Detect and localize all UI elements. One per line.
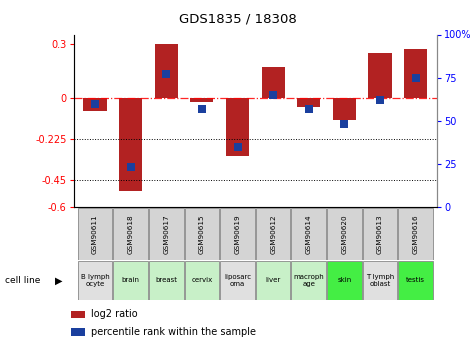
Text: ▶: ▶ <box>55 275 62 285</box>
Point <box>341 121 348 127</box>
Bar <box>119 98 142 191</box>
Point <box>162 71 170 77</box>
Bar <box>155 43 178 98</box>
Text: GSM90614: GSM90614 <box>306 214 312 254</box>
Text: GSM90611: GSM90611 <box>92 214 98 254</box>
Bar <box>363 208 397 260</box>
Bar <box>399 208 433 260</box>
Bar <box>78 261 112 300</box>
Point <box>376 97 384 103</box>
Bar <box>220 208 255 260</box>
Bar <box>185 208 219 260</box>
Bar <box>149 208 183 260</box>
Text: testis: testis <box>406 277 425 283</box>
Text: GSM90612: GSM90612 <box>270 214 276 254</box>
Text: GSM90613: GSM90613 <box>377 214 383 254</box>
Text: GDS1835 / 18308: GDS1835 / 18308 <box>179 12 296 25</box>
Point <box>127 165 134 170</box>
Bar <box>327 261 361 300</box>
Bar <box>369 53 391 98</box>
Bar <box>333 98 356 120</box>
Bar <box>363 261 397 300</box>
Text: GSM90615: GSM90615 <box>199 214 205 254</box>
Point <box>305 106 313 111</box>
Text: B lymph
ocyte: B lymph ocyte <box>81 274 109 287</box>
Point <box>234 144 241 149</box>
Bar <box>292 261 326 300</box>
Text: skin: skin <box>337 277 352 283</box>
Text: GSM90616: GSM90616 <box>413 214 418 254</box>
Bar <box>114 261 148 300</box>
Text: percentile rank within the sample: percentile rank within the sample <box>91 327 256 337</box>
Bar <box>78 208 112 260</box>
Bar <box>71 328 85 335</box>
Point <box>198 106 206 111</box>
Point <box>269 92 277 98</box>
Bar <box>327 208 361 260</box>
Bar <box>114 208 148 260</box>
Point <box>91 101 99 106</box>
Bar <box>185 261 219 300</box>
Bar <box>256 261 290 300</box>
Text: breast: breast <box>155 277 177 283</box>
Text: T lymph
oblast: T lymph oblast <box>366 274 394 287</box>
Bar <box>84 98 106 111</box>
Bar <box>71 310 85 318</box>
Bar <box>292 208 326 260</box>
Text: cell line: cell line <box>5 276 40 285</box>
Bar <box>404 49 427 98</box>
Bar <box>226 98 249 156</box>
Bar <box>149 261 183 300</box>
Text: liposarc
oma: liposarc oma <box>224 274 251 287</box>
Bar <box>262 67 285 98</box>
Text: GSM90619: GSM90619 <box>235 214 240 254</box>
Text: GSM90620: GSM90620 <box>342 214 347 254</box>
Bar <box>399 261 433 300</box>
Text: macroph
age: macroph age <box>294 274 324 287</box>
Bar <box>190 98 213 102</box>
Text: cervix: cervix <box>191 277 212 283</box>
Bar <box>220 261 255 300</box>
Text: liver: liver <box>266 277 281 283</box>
Text: GSM90618: GSM90618 <box>128 214 133 254</box>
Point <box>412 75 419 80</box>
Text: brain: brain <box>122 277 140 283</box>
Text: log2 ratio: log2 ratio <box>91 309 138 319</box>
Bar <box>256 208 290 260</box>
Text: GSM90617: GSM90617 <box>163 214 169 254</box>
Bar <box>297 98 320 107</box>
